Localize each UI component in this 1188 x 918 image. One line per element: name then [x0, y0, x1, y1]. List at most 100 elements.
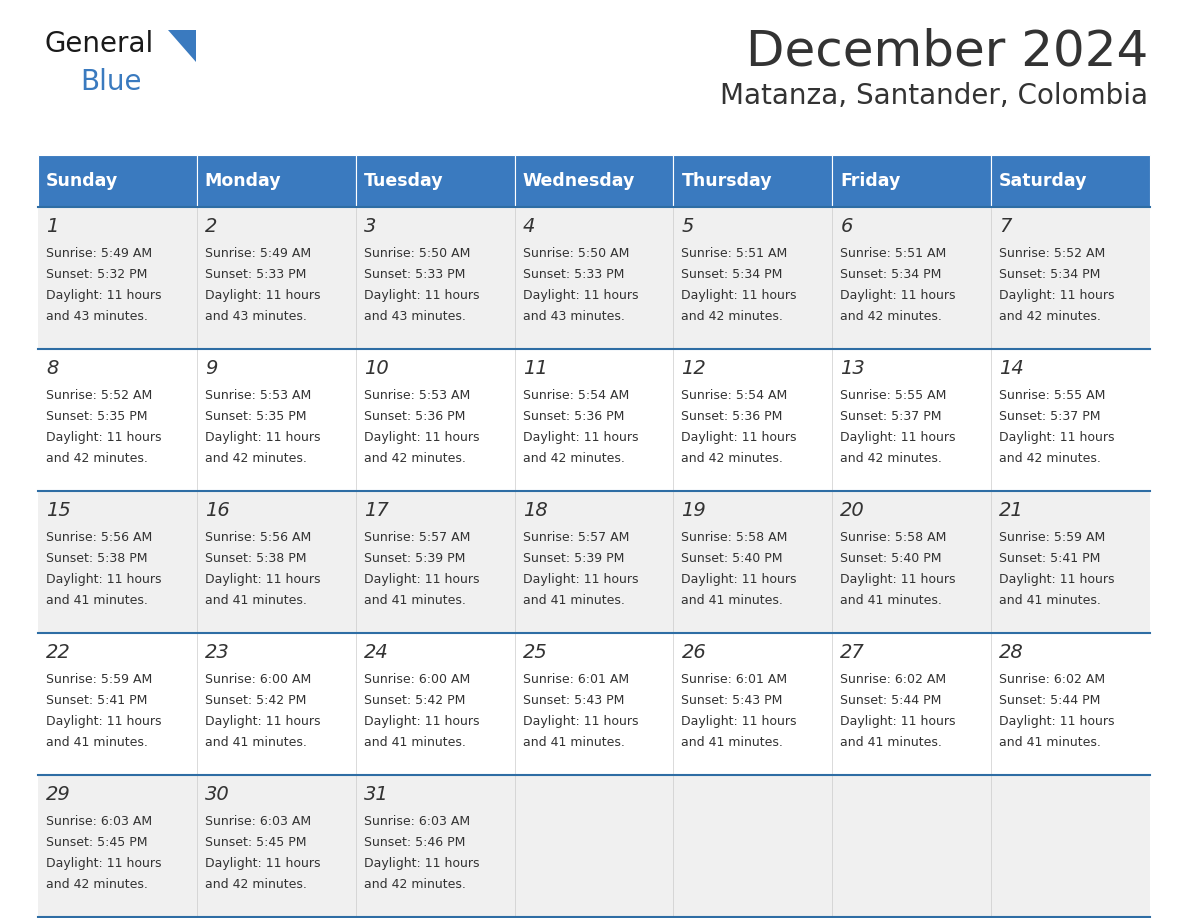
- Text: Sunset: 5:35 PM: Sunset: 5:35 PM: [204, 410, 307, 423]
- Text: Sunrise: 6:02 AM: Sunrise: 6:02 AM: [999, 673, 1105, 686]
- Text: Sunset: 5:38 PM: Sunset: 5:38 PM: [204, 552, 307, 565]
- Text: Sunrise: 6:01 AM: Sunrise: 6:01 AM: [523, 673, 628, 686]
- Text: 31: 31: [364, 785, 388, 804]
- Text: and 43 minutes.: and 43 minutes.: [46, 310, 147, 323]
- Text: and 41 minutes.: and 41 minutes.: [840, 736, 942, 749]
- Text: 24: 24: [364, 643, 388, 662]
- Text: and 42 minutes.: and 42 minutes.: [523, 452, 625, 465]
- Text: Daylight: 11 hours: Daylight: 11 hours: [999, 431, 1114, 444]
- Text: 18: 18: [523, 501, 548, 520]
- Text: 7: 7: [999, 217, 1011, 236]
- Text: and 42 minutes.: and 42 minutes.: [364, 452, 466, 465]
- Text: 4: 4: [523, 217, 535, 236]
- Text: Sunrise: 5:57 AM: Sunrise: 5:57 AM: [364, 531, 470, 544]
- Text: Tuesday: Tuesday: [364, 172, 443, 190]
- Text: Sunrise: 5:54 AM: Sunrise: 5:54 AM: [682, 389, 788, 402]
- Text: 19: 19: [682, 501, 706, 520]
- Text: Sunset: 5:40 PM: Sunset: 5:40 PM: [682, 552, 783, 565]
- Text: 3: 3: [364, 217, 377, 236]
- Text: Sunrise: 5:55 AM: Sunrise: 5:55 AM: [999, 389, 1106, 402]
- Text: Sunset: 5:36 PM: Sunset: 5:36 PM: [523, 410, 624, 423]
- Bar: [38, 155, 197, 207]
- Text: Sunset: 5:33 PM: Sunset: 5:33 PM: [364, 268, 465, 281]
- Text: Daylight: 11 hours: Daylight: 11 hours: [364, 573, 479, 586]
- Text: Sunset: 5:43 PM: Sunset: 5:43 PM: [682, 694, 783, 707]
- Text: Sunrise: 5:58 AM: Sunrise: 5:58 AM: [682, 531, 788, 544]
- Text: and 41 minutes.: and 41 minutes.: [682, 594, 783, 607]
- Bar: [991, 155, 1150, 207]
- Text: and 42 minutes.: and 42 minutes.: [682, 452, 783, 465]
- Text: Daylight: 11 hours: Daylight: 11 hours: [204, 715, 321, 728]
- Bar: [833, 155, 991, 207]
- Text: Sunrise: 5:55 AM: Sunrise: 5:55 AM: [840, 389, 947, 402]
- Text: Daylight: 11 hours: Daylight: 11 hours: [682, 431, 797, 444]
- Text: Daylight: 11 hours: Daylight: 11 hours: [682, 289, 797, 302]
- Text: Sunset: 5:38 PM: Sunset: 5:38 PM: [46, 552, 147, 565]
- Bar: [38, 775, 1150, 917]
- Text: Sunrise: 5:57 AM: Sunrise: 5:57 AM: [523, 531, 628, 544]
- Text: and 43 minutes.: and 43 minutes.: [523, 310, 625, 323]
- Text: Sunset: 5:40 PM: Sunset: 5:40 PM: [840, 552, 942, 565]
- Text: Sunrise: 5:49 AM: Sunrise: 5:49 AM: [204, 247, 311, 260]
- Bar: [38, 207, 1150, 349]
- Text: and 42 minutes.: and 42 minutes.: [364, 878, 466, 891]
- Text: and 43 minutes.: and 43 minutes.: [364, 310, 466, 323]
- Text: Monday: Monday: [204, 172, 282, 190]
- Text: Sunset: 5:42 PM: Sunset: 5:42 PM: [364, 694, 465, 707]
- Text: Daylight: 11 hours: Daylight: 11 hours: [364, 715, 479, 728]
- Text: Sunrise: 5:54 AM: Sunrise: 5:54 AM: [523, 389, 628, 402]
- Text: Daylight: 11 hours: Daylight: 11 hours: [364, 857, 479, 870]
- Text: Sunrise: 6:01 AM: Sunrise: 6:01 AM: [682, 673, 788, 686]
- Text: Sunset: 5:36 PM: Sunset: 5:36 PM: [682, 410, 783, 423]
- Text: Sunrise: 6:03 AM: Sunrise: 6:03 AM: [204, 815, 311, 828]
- Text: Daylight: 11 hours: Daylight: 11 hours: [999, 715, 1114, 728]
- Text: Sunset: 5:43 PM: Sunset: 5:43 PM: [523, 694, 624, 707]
- Text: Sunset: 5:39 PM: Sunset: 5:39 PM: [523, 552, 624, 565]
- Text: Sunrise: 6:02 AM: Sunrise: 6:02 AM: [840, 673, 947, 686]
- Text: Matanza, Santander, Colombia: Matanza, Santander, Colombia: [720, 82, 1148, 110]
- Text: 14: 14: [999, 359, 1024, 378]
- Text: and 42 minutes.: and 42 minutes.: [204, 452, 307, 465]
- Text: 25: 25: [523, 643, 548, 662]
- Text: Daylight: 11 hours: Daylight: 11 hours: [523, 431, 638, 444]
- Text: and 42 minutes.: and 42 minutes.: [204, 878, 307, 891]
- Text: Daylight: 11 hours: Daylight: 11 hours: [999, 289, 1114, 302]
- Text: and 41 minutes.: and 41 minutes.: [999, 594, 1101, 607]
- Bar: [38, 491, 1150, 633]
- Text: Daylight: 11 hours: Daylight: 11 hours: [840, 573, 956, 586]
- Text: Thursday: Thursday: [682, 172, 772, 190]
- Text: Sunset: 5:37 PM: Sunset: 5:37 PM: [840, 410, 942, 423]
- Text: Sunset: 5:35 PM: Sunset: 5:35 PM: [46, 410, 147, 423]
- Polygon shape: [168, 30, 196, 62]
- Text: Sunrise: 5:59 AM: Sunrise: 5:59 AM: [46, 673, 152, 686]
- Text: Sunrise: 5:51 AM: Sunrise: 5:51 AM: [840, 247, 947, 260]
- Text: 29: 29: [46, 785, 71, 804]
- Text: and 41 minutes.: and 41 minutes.: [364, 736, 466, 749]
- Text: Sunset: 5:41 PM: Sunset: 5:41 PM: [999, 552, 1100, 565]
- Text: Sunrise: 5:59 AM: Sunrise: 5:59 AM: [999, 531, 1105, 544]
- Text: and 43 minutes.: and 43 minutes.: [204, 310, 307, 323]
- Text: Sunday: Sunday: [46, 172, 119, 190]
- Text: Sunrise: 6:00 AM: Sunrise: 6:00 AM: [204, 673, 311, 686]
- Text: Daylight: 11 hours: Daylight: 11 hours: [523, 715, 638, 728]
- Text: and 41 minutes.: and 41 minutes.: [364, 594, 466, 607]
- Text: Sunrise: 6:03 AM: Sunrise: 6:03 AM: [364, 815, 469, 828]
- Text: Sunset: 5:34 PM: Sunset: 5:34 PM: [999, 268, 1100, 281]
- Text: 17: 17: [364, 501, 388, 520]
- Text: and 42 minutes.: and 42 minutes.: [46, 452, 147, 465]
- Bar: [514, 155, 674, 207]
- Text: Daylight: 11 hours: Daylight: 11 hours: [682, 573, 797, 586]
- Text: Sunset: 5:45 PM: Sunset: 5:45 PM: [204, 836, 307, 849]
- Text: Sunset: 5:32 PM: Sunset: 5:32 PM: [46, 268, 147, 281]
- Text: Sunrise: 5:52 AM: Sunrise: 5:52 AM: [46, 389, 152, 402]
- Text: Daylight: 11 hours: Daylight: 11 hours: [46, 573, 162, 586]
- Text: 30: 30: [204, 785, 229, 804]
- Text: Daylight: 11 hours: Daylight: 11 hours: [204, 289, 321, 302]
- Text: Sunrise: 5:52 AM: Sunrise: 5:52 AM: [999, 247, 1105, 260]
- Text: and 41 minutes.: and 41 minutes.: [682, 736, 783, 749]
- Text: and 42 minutes.: and 42 minutes.: [999, 452, 1101, 465]
- Text: Sunrise: 5:53 AM: Sunrise: 5:53 AM: [364, 389, 470, 402]
- Text: 1: 1: [46, 217, 58, 236]
- Text: and 42 minutes.: and 42 minutes.: [840, 310, 942, 323]
- Text: Daylight: 11 hours: Daylight: 11 hours: [364, 431, 479, 444]
